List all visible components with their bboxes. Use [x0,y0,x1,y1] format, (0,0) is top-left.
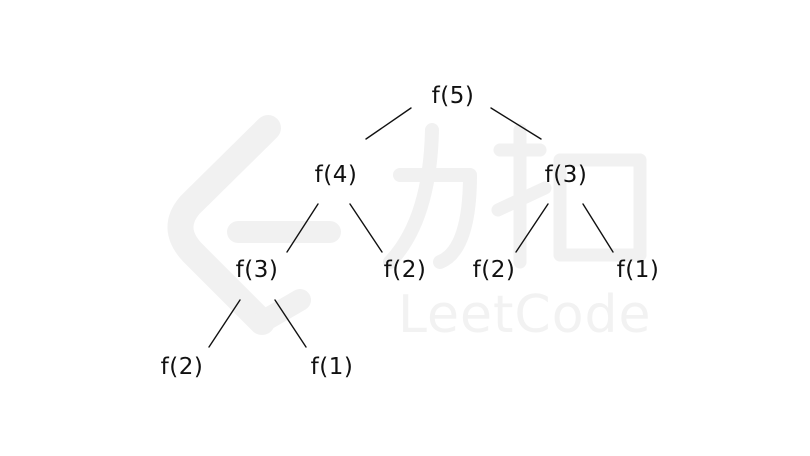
node-right-left: f(2) [472,257,516,283]
svg-text:LeetCode: LeetCode [398,285,652,345]
edge-ll-llr [274,299,307,348]
edge-root-right [490,107,542,140]
node-left-left-left: f(2) [160,354,204,380]
edge-left-leftright [349,203,383,253]
node-root: f(5) [431,83,475,109]
edge-root-left [365,107,412,140]
node-left-right: f(2) [383,257,427,283]
node-left-left: f(3) [235,257,279,283]
node-right-right: f(1) [616,257,660,283]
node-left-left-right: f(1) [310,354,354,380]
edge-right-rightleft [515,203,549,253]
node-left: f(4) [314,162,358,188]
edge-ll-lll [208,299,241,348]
edge-right-rightright [582,203,614,253]
edge-left-leftleft [286,203,319,253]
node-right: f(3) [544,162,588,188]
